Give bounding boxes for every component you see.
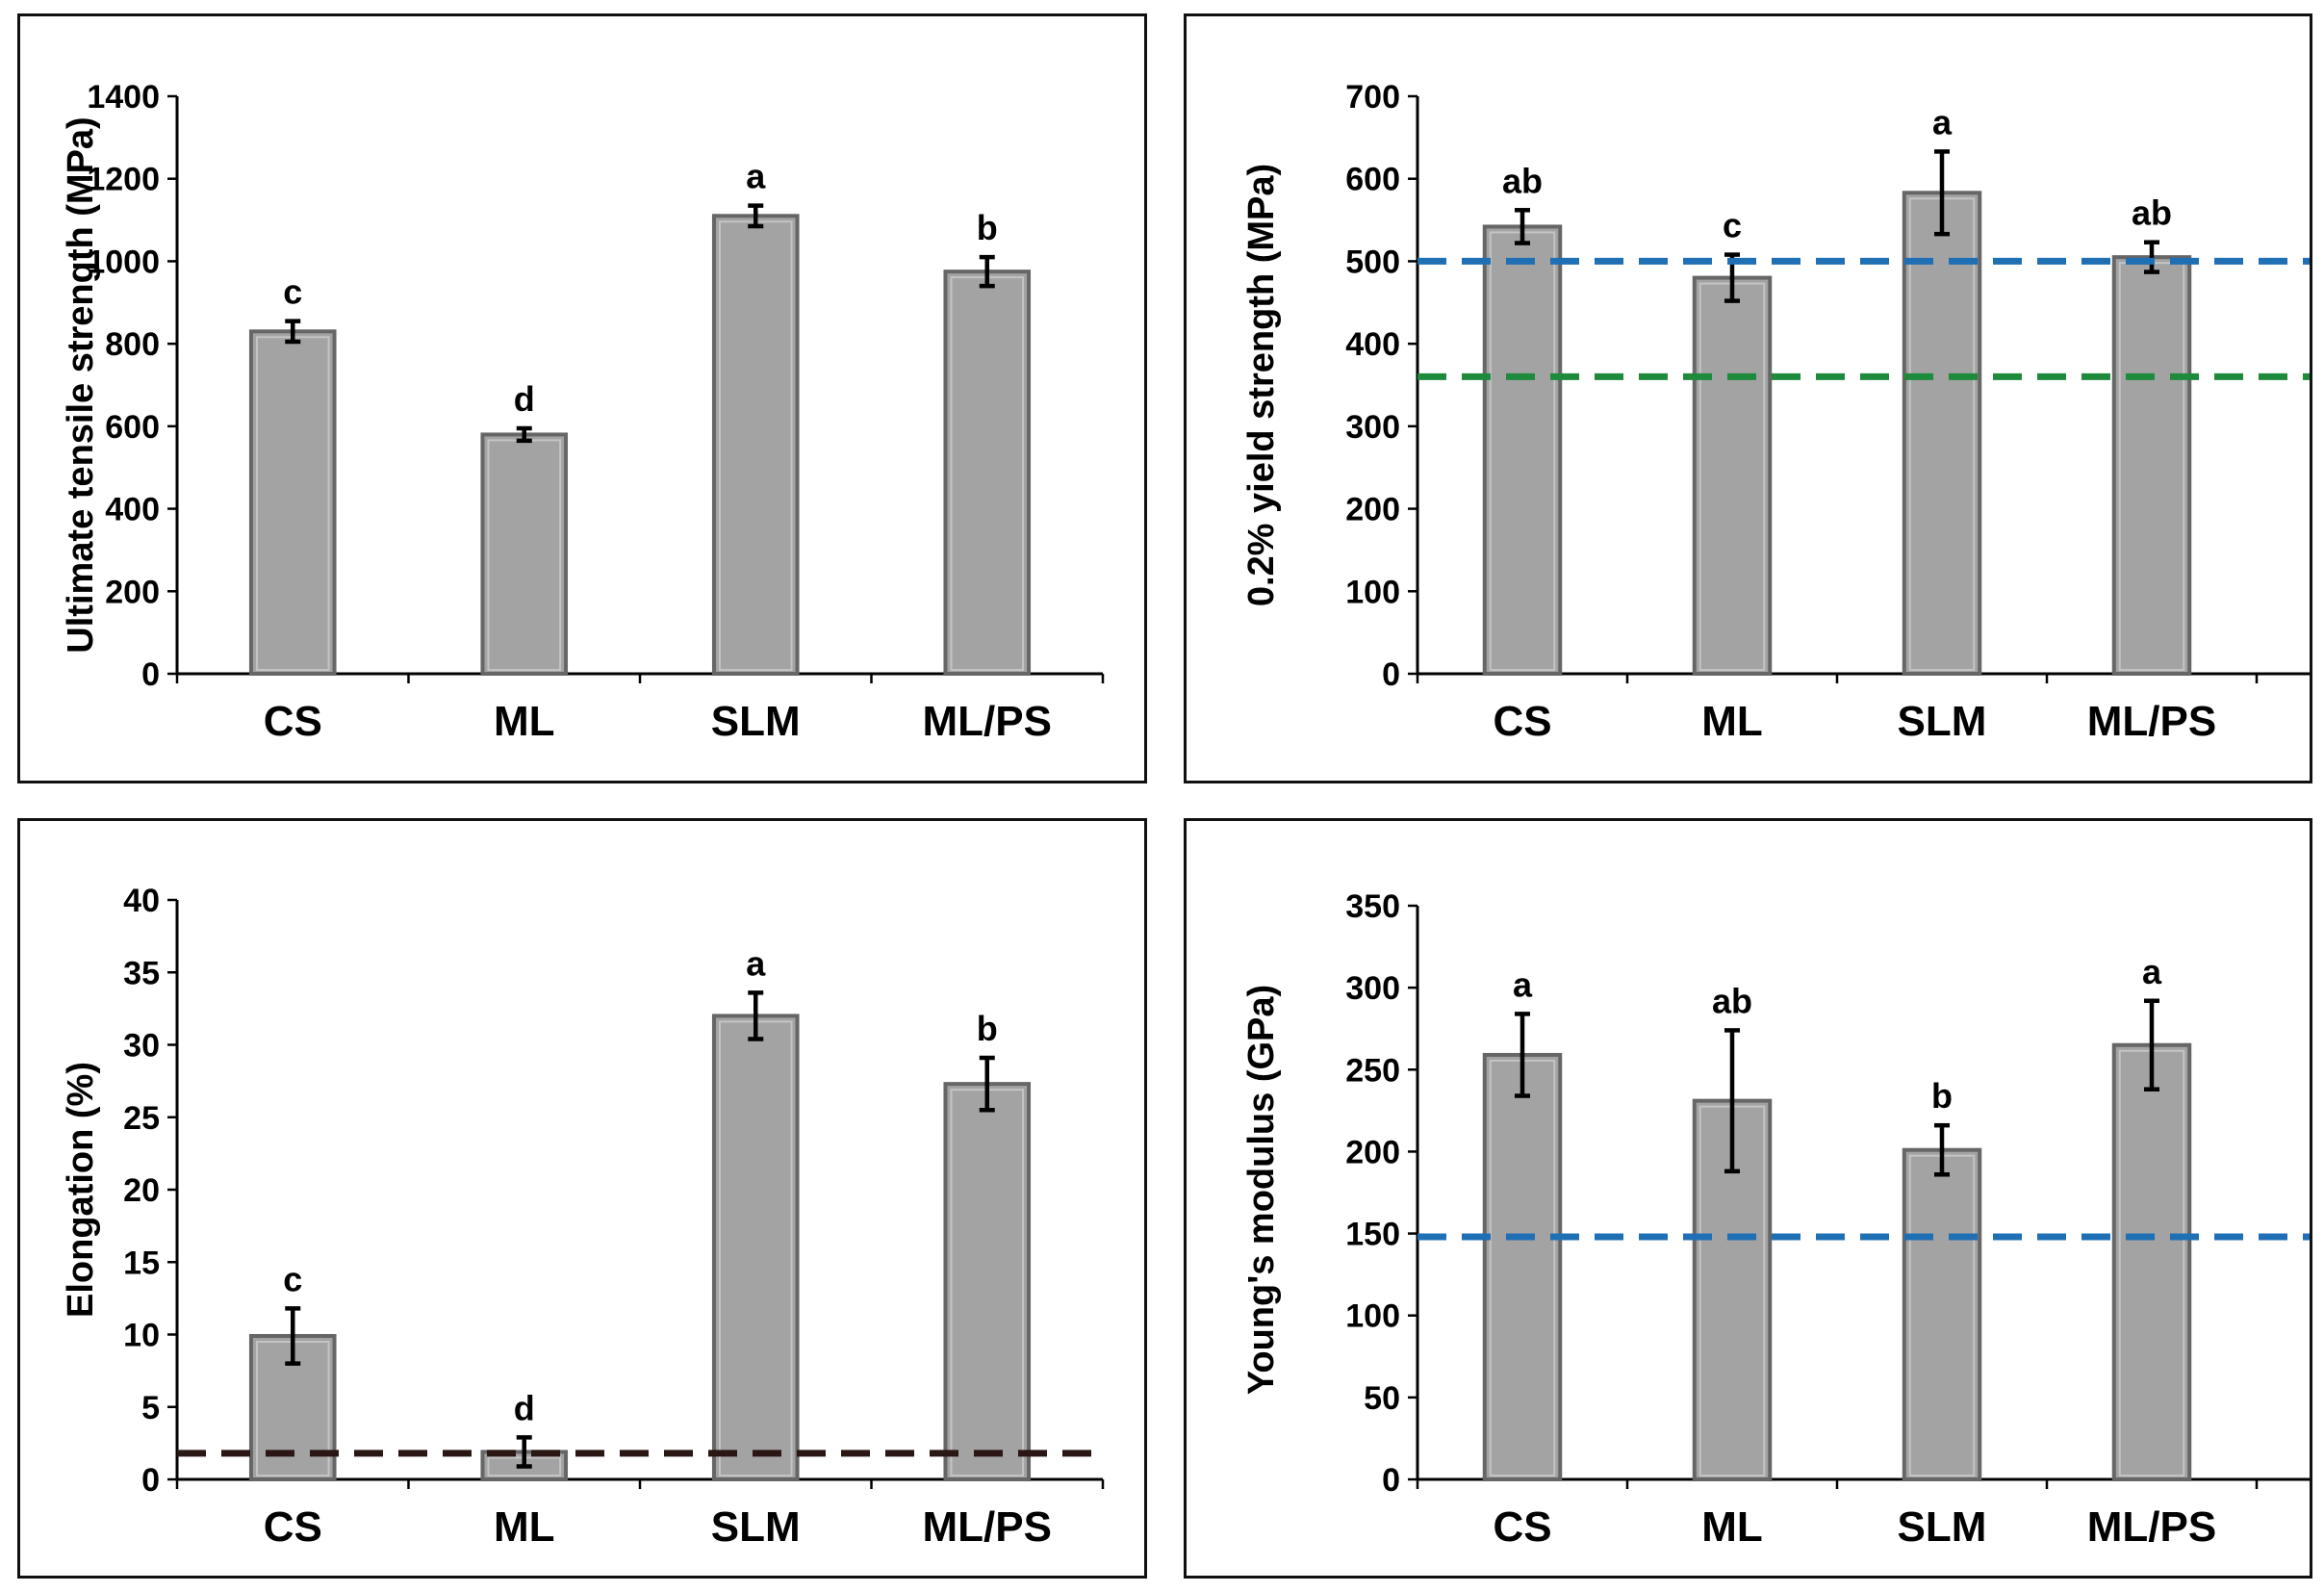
x-tick-label-ml-ps: ML/PS [923,698,1052,745]
bar-ml [1692,275,1773,676]
significance-label-ml-ps: b [977,208,998,247]
x-tick-label-cs: CS [1493,1503,1551,1551]
panel-youngs-modulus: 0 50 100 150 200 250 300 350 Young's modulus (GP… [1184,818,2312,1579]
panel-ultimate-tensile-strength: 0 200 400 600 800 1000 1200 1400 Ultimate tensil… [17,13,1147,783]
bar-slm [1902,1147,1982,1481]
bar-ml-ps [943,270,1032,676]
x-tick-label-ml: ML [1701,698,1763,745]
y-tick-label: 200 [1345,1134,1400,1170]
significance-label-slm: a [1932,102,1953,141]
significance-label-ml: ab [1712,981,1752,1020]
chart-elongation: 0 5 10 15 20 25 30 35 40 Elongation (%) c CS d ML a SLM… [61,883,1105,1551]
y-axis-title: Young's modulus (GPa) [1241,985,1282,1395]
significance-label-ml-ps: b [977,1009,998,1048]
significance-label-slm: a [746,157,766,196]
x-tick-label-ml: ML [494,1503,555,1551]
y-tick-label: 400 [105,492,160,528]
panel-elongation: 0 5 10 15 20 25 30 35 40 Elongation (%) c CS d ML a SLM… [17,818,1147,1579]
y-tick-label: 100 [1345,574,1400,610]
y-tick-label: 0 [1382,656,1400,693]
x-tick-label-slm: SLM [1898,1503,1987,1551]
y-tick-label: 30 [123,1028,160,1065]
significance-label-ml: d [514,379,535,419]
panel-yield-strength: 0 100 200 300 400 500 600 700 0.2% yield strengt… [1184,13,2312,783]
y-tick-label: 5 [141,1390,160,1426]
significance-label-ml-ps: ab [2132,193,2172,233]
x-tick-label-ml: ML [1701,1503,1763,1551]
y-tick-label: 1200 [87,162,160,198]
x-tick-label-ml-ps: ML/PS [2087,698,2216,745]
y-tick-label: 1000 [87,244,160,280]
y-tick-label: 700 [1345,79,1400,116]
x-tick-label-ml-ps: ML/PS [2087,1503,2216,1551]
y-axis-title: Ultimate tensile strength (MPa) [61,116,101,653]
y-tick-label: 0 [141,1462,160,1499]
y-tick-label: 350 [1345,888,1400,925]
y-tick-label: 250 [1345,1052,1400,1089]
y-tick-label: 300 [1345,409,1400,446]
y-tick-label: 200 [105,574,160,610]
y-tick-label: 600 [105,409,160,446]
x-tick-label-cs: CS [264,1503,322,1551]
bar-ml-ps [2111,255,2192,676]
y-tick-label: 20 [123,1172,160,1209]
y-tick-label: 600 [1345,162,1400,198]
y-tick-label: 300 [1345,970,1400,1007]
significance-label-slm: a [746,943,766,983]
y-tick-label: 0 [141,656,160,693]
x-tick-label-slm: SLM [711,698,801,745]
bar-slm [711,214,800,677]
y-tick-label: 40 [123,883,160,919]
y-tick-label: 50 [1364,1380,1400,1417]
chart-youngs-modulus: 0 50 100 150 200 250 300 350 Young's modulus (GP… [1241,888,2310,1551]
bar-cs [248,329,337,676]
y-tick-label: 500 [1345,244,1400,280]
y-tick-label: 25 [123,1100,160,1137]
bar-cs [1482,1052,1563,1482]
significance-label-ml-ps: a [2142,952,2162,991]
chart-yield-strength: 0 100 200 300 400 500 600 700 0.2% yield strengt… [1241,79,2310,745]
bar-ml-ps [2111,1042,2192,1481]
y-tick-label: 400 [1345,326,1400,363]
y-tick-label: 100 [1345,1298,1400,1335]
x-tick-label-cs: CS [1493,698,1551,745]
x-tick-label-slm: SLM [1898,698,1987,745]
y-tick-label: 10 [123,1318,160,1354]
significance-label-ml: c [1723,206,1742,245]
x-tick-label-slm: SLM [711,1503,801,1551]
significance-label-cs: a [1513,964,1533,1004]
x-tick-label-ml: ML [494,698,555,745]
significance-label-ml: d [514,1388,535,1427]
y-axis-title: 0.2% yield strength (MPa) [1241,164,1282,606]
x-tick-label-ml-ps: ML/PS [923,1503,1052,1551]
y-tick-label: 200 [1345,492,1400,528]
y-tick-label: 800 [105,326,160,363]
bar-cs [1482,224,1563,677]
significance-label-slm: b [1931,1076,1953,1116]
y-tick-label: 1400 [87,79,160,116]
bar-slm [711,1014,800,1481]
bar-ml [1692,1098,1773,1481]
y-axis-title: Elongation (%) [61,1062,101,1318]
bar-slm [1902,191,1982,677]
significance-label-cs: c [283,1259,302,1298]
x-tick-label-cs: CS [264,698,322,745]
y-tick-label: 15 [123,1245,160,1281]
significance-label-cs: c [283,272,302,312]
significance-label-cs: ab [1502,161,1543,200]
bar-ml [480,432,569,676]
y-tick-label: 35 [123,955,160,991]
y-tick-label: 0 [1382,1462,1400,1499]
bar-ml-ps [943,1082,1032,1481]
y-tick-label: 150 [1345,1217,1400,1253]
